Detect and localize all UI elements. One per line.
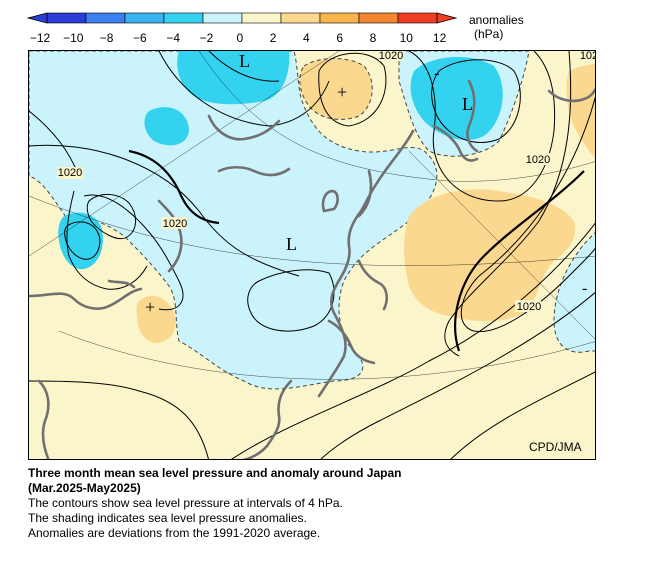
low-pressure-symbol-center: L xyxy=(286,234,297,254)
colorbar-tick-label: −8 xyxy=(100,31,114,45)
colorbar-tick-label: 8 xyxy=(370,31,377,45)
colorbar-cell xyxy=(202,12,243,24)
colorbar-tick-label: 2 xyxy=(270,31,277,45)
colorbar-tick-label: −2 xyxy=(200,31,214,45)
plus-symbol-west: + xyxy=(145,297,155,317)
negative-anomaly-region xyxy=(29,51,438,390)
anomaly-colorbar: −12 −10 −8 −6 −4 −2 0 2 4 6 8 10 12 anomalies (hPa) xyxy=(0,0,650,50)
caption-title: Three month mean sea level pressure and … xyxy=(28,466,402,480)
pressure-symbols: L L L + + - - xyxy=(145,51,587,317)
colorbar-cell xyxy=(397,12,438,24)
pressure-contours xyxy=(29,51,595,459)
caption-line: The contours show sea level pressure at … xyxy=(28,496,343,510)
map-graphic: 1020 1020 1020 1020 1020 102 L L L + + -… xyxy=(29,51,596,459)
plus-symbol-north: + xyxy=(337,82,347,102)
colorbar-cell xyxy=(124,12,165,24)
contour-label: 102 xyxy=(580,51,596,62)
contour-label: 1020 xyxy=(163,218,187,230)
mid-negative-anomaly-north xyxy=(177,51,290,105)
caption-line: Anomalies are deviations from the 1991-2… xyxy=(28,526,321,540)
positive-anomaly-region-north xyxy=(299,58,373,120)
contour-1020-bold xyxy=(128,149,585,352)
colorbar-cell xyxy=(241,12,282,24)
colorbar-cell xyxy=(358,12,399,24)
low-pressure-symbol-north: L xyxy=(239,51,250,71)
coastlines xyxy=(29,79,595,459)
mid-negative-anomaly-west xyxy=(58,212,104,270)
colorbar-cell xyxy=(85,12,126,24)
colorbar-cell xyxy=(46,12,87,24)
positive-anomaly-region-northeast xyxy=(566,63,595,159)
positive-anomaly-region-west xyxy=(136,295,176,343)
negative-anomaly-region-east xyxy=(553,232,595,353)
colorbar-left-arrow xyxy=(26,12,48,24)
colorbar-unit-label: anomalies xyxy=(469,13,524,27)
low-pressure-symbol-northeast: L xyxy=(462,94,473,114)
colorbar-cell xyxy=(163,12,204,24)
caption-line: The shading indicates sea level pressure… xyxy=(28,511,307,525)
colorbar-right-arrow xyxy=(436,12,458,24)
colorbar-tick-label: 4 xyxy=(303,31,310,45)
caption-period: (Mar.2025-May2025) xyxy=(28,481,141,495)
colorbar-tick-label: −10 xyxy=(63,31,84,45)
minus-symbol-northeast: - xyxy=(434,65,439,82)
colorbar-tick-label: −6 xyxy=(133,31,147,45)
colorbar-cell xyxy=(319,12,360,24)
colorbar-tick-label: 6 xyxy=(336,31,343,45)
colorbar-tick-label: 0 xyxy=(236,31,243,45)
colorbar-tick-label: 10 xyxy=(400,31,414,45)
colorbar-tick-label: −12 xyxy=(30,31,51,45)
colorbar-graphic: −12 −10 −8 −6 −4 −2 0 2 4 6 8 10 12 anomalies (hPa) xyxy=(26,12,524,45)
colorbar-cell xyxy=(280,12,321,24)
map-caption: Three month mean sea level pressure and … xyxy=(28,466,628,541)
colorbar-tick-label: −4 xyxy=(166,31,180,45)
contour-label: 1020 xyxy=(58,167,82,179)
pressure-anomaly-map: 1020 1020 1020 1020 1020 102 L L L + + -… xyxy=(28,50,596,460)
colorbar-unit-sublabel: (hPa) xyxy=(474,27,503,41)
mid-negative-anomaly-northwest xyxy=(144,107,189,146)
minus-symbol-east: - xyxy=(582,280,587,297)
contour-label-group: 1020 1020 1020 1020 1020 102 xyxy=(57,51,596,313)
contour-label: 1020 xyxy=(379,51,403,62)
mid-negative-anomaly-northeast xyxy=(410,56,503,141)
map-credit: CPD/JMA xyxy=(529,440,582,454)
contour-label: 1020 xyxy=(526,154,550,166)
colorbar-tick-label: 12 xyxy=(433,31,447,45)
contour-label: 1020 xyxy=(517,301,541,313)
